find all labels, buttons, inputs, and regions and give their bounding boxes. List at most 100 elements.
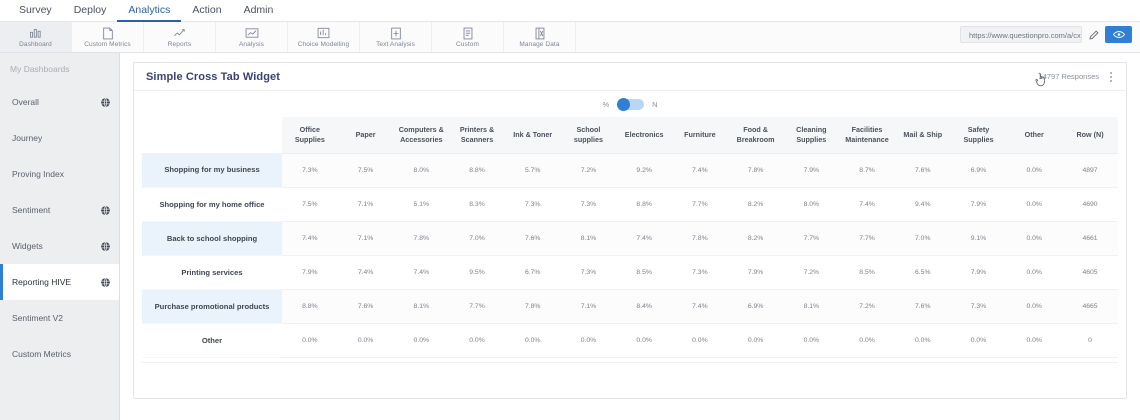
table-cell: 7.7% (783, 221, 840, 256)
response-count: 14797 Responses (1038, 72, 1099, 81)
globe-icon[interactable] (100, 205, 111, 216)
table-cell: 9.5% (449, 255, 505, 290)
row-header: Shopping for my home office (142, 187, 282, 222)
cross-tab-widget-card: Simple Cross Tab Widget 14797 Responses … (133, 62, 1127, 399)
sidebar-item-widgets[interactable]: Widgets (0, 228, 119, 264)
table-cell: 0.0% (950, 323, 1007, 358)
survey-url-input[interactable]: https://www.questionpro.com/a/cxL (960, 26, 1082, 43)
table-cell: 7.8% (672, 221, 728, 256)
table-cell: 8.0% (393, 153, 450, 188)
sidebar-item-sentiment-v2[interactable]: Sentiment V2 (0, 300, 119, 336)
toolbar-item-choice-modelling[interactable]: Choice Modelling (288, 22, 360, 52)
table-cell: 7.3% (672, 255, 728, 290)
table-cell: 7.7% (672, 187, 728, 222)
sidebar-item-journey[interactable]: Journey (0, 120, 119, 156)
preview-button[interactable] (1105, 26, 1132, 43)
sidebar-item-reporting-hive[interactable]: Reporting HIVE (0, 264, 119, 300)
toolbar-item-analysis[interactable]: Analysis (216, 22, 288, 52)
table-cell: 7.6% (504, 221, 561, 256)
table-cell: 7.7% (449, 289, 505, 324)
column-header: Printers & Scanners (449, 117, 505, 154)
percent-count-toggle[interactable] (617, 97, 645, 111)
topnav-item-analytics[interactable]: Analytics (117, 0, 182, 22)
table-cell: 8.4% (616, 289, 673, 324)
main-content: Simple Cross Tab Widget 14797 Responses … (120, 53, 1140, 420)
table-cell: 0.0% (449, 323, 505, 358)
survey-url-group: https://www.questionpro.com/a/cxL (960, 26, 1132, 43)
column-header: Facilities Maintenance (839, 117, 895, 154)
spreadsheet-icon (534, 27, 546, 40)
percent-count-toggle-row: % N (134, 91, 1126, 117)
widget-header: Simple Cross Tab Widget 14797 Responses (134, 63, 1126, 91)
table-cell: 8.7% (839, 153, 895, 188)
toolbar-item-text-analysis[interactable]: Text Analysis (360, 22, 432, 52)
table-cell: 0 (1062, 323, 1118, 358)
column-header: Paper (337, 117, 394, 154)
topnav-item-survey[interactable]: Survey (19, 4, 52, 16)
kebab-menu-icon[interactable] (1103, 68, 1118, 85)
toolbar-item-label: Manage Data (519, 40, 560, 48)
table-cell: 8.8% (282, 289, 338, 324)
table-cell: 8.1% (783, 289, 840, 324)
sidebar-item-label: Proving Index (12, 169, 64, 179)
table-cell: 7.3% (282, 153, 338, 188)
table-cell: 0.0% (337, 323, 394, 358)
column-header: Ink & Toner (504, 117, 561, 154)
table-cell: 0.0% (1006, 221, 1063, 256)
table-cell: 8.8% (449, 153, 505, 188)
sidebar-item-custom-metrics[interactable]: Custom Metrics (0, 336, 119, 372)
table-cell: 6.5% (894, 255, 951, 290)
corner-cell (142, 117, 282, 153)
toolbar-item-manage-data[interactable]: Manage Data (504, 22, 576, 52)
table-cell: 0.0% (616, 323, 673, 358)
table-row: Purchase promotional products 8.8% 7.6% 8.1… (142, 289, 1118, 324)
table-cell: 4665 (1062, 289, 1118, 324)
table-cell: 7.2% (839, 289, 895, 324)
toolbar-item-custom-metrics[interactable]: Custom Metrics (72, 22, 144, 52)
sidebar-item-label: Journey (12, 133, 43, 143)
column-header: Safety Supplies (950, 117, 1007, 154)
table-cell: 8.3% (449, 187, 505, 222)
table-cell: 7.4% (282, 221, 338, 256)
table-cell: 0.0% (839, 323, 895, 358)
sidebar-item-overall[interactable]: Overall (0, 84, 119, 120)
globe-icon[interactable] (100, 97, 111, 108)
table-cell: 7.1% (337, 187, 394, 222)
row-header: Purchase promotional products (142, 289, 282, 324)
table-cell: 8.0% (783, 187, 840, 222)
topnav-item-action[interactable]: Action (192, 4, 222, 16)
table-cell: 0.0% (1006, 153, 1063, 188)
column-header: Furniture (672, 117, 728, 154)
top-navigation: Survey Deploy Analytics Action Admin (0, 0, 1140, 22)
table-cell: 8.1% (393, 289, 450, 324)
note-icon (102, 27, 114, 40)
table-cell: 4661 (1062, 221, 1118, 256)
globe-icon[interactable] (100, 277, 111, 288)
table-cell: 7.3% (560, 255, 617, 290)
toggle-knob (617, 97, 631, 111)
table-cell: 4605 (1062, 255, 1118, 290)
topnav-item-deploy[interactable]: Deploy (73, 4, 107, 16)
sidebar-item-proving-index[interactable]: Proving Index (0, 156, 119, 192)
sidebar-title: My Dashboards (10, 64, 70, 74)
toolbar-item-dashboard[interactable]: Dashboard (0, 22, 72, 52)
table-cell: 0.0% (282, 323, 338, 358)
toolbar-item-reports[interactable]: Reports (144, 22, 216, 52)
table-cell: 7.1% (337, 221, 394, 256)
table-cell: 7.5% (337, 153, 394, 188)
table-cell: 7.6% (894, 153, 951, 188)
mouse-cursor (1034, 72, 1048, 92)
table-cell: 8.2% (727, 187, 784, 222)
sidebar-item-label: Overall (12, 97, 39, 107)
topnav-item-admin[interactable]: Admin (243, 4, 274, 16)
sidebar-item-sentiment[interactable]: Sentiment (0, 192, 119, 228)
pencil-icon[interactable] (1087, 27, 1100, 42)
globe-icon[interactable] (100, 241, 111, 252)
line-chart-icon (173, 27, 187, 40)
table-cell: 7.9% (282, 255, 338, 290)
sidebar-item-label: Reporting HIVE (12, 277, 72, 287)
column-header: Other (1006, 117, 1063, 154)
table-cell: 7.6% (337, 289, 394, 324)
toolbar-item-custom[interactable]: Custom (432, 22, 504, 52)
table-cell: 7.9% (950, 187, 1007, 222)
